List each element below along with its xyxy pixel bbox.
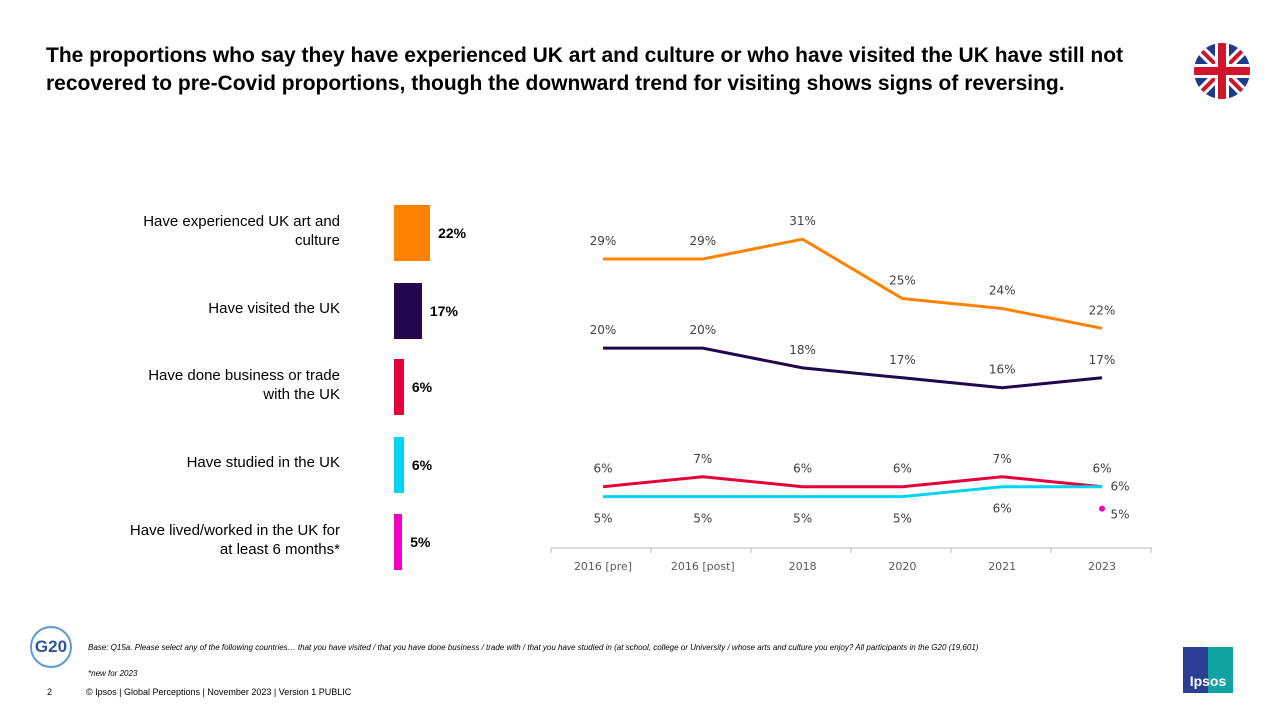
x-tick-label: 2021: [988, 560, 1016, 573]
data-label: 6%: [793, 462, 812, 476]
x-tick-label: 2016 [pre]: [574, 560, 632, 573]
x-tick-label: 2016 [post]: [671, 560, 735, 573]
x-tick-label: 2018: [789, 560, 817, 573]
uk-flag-icon: [1194, 43, 1250, 99]
data-label: 17%: [889, 353, 916, 367]
bar: [394, 283, 422, 339]
page-number: 2: [47, 687, 53, 697]
data-label: 5%: [1110, 508, 1129, 522]
series-line: [603, 237, 1103, 330]
data-label: 24%: [989, 284, 1016, 298]
data-label: 6%: [893, 462, 912, 476]
x-tick-label: 2023: [1088, 560, 1116, 573]
data-label: 6%: [1092, 462, 1111, 476]
data-label: 6%: [1110, 480, 1129, 494]
ipsos-logo: Ipsos: [1183, 647, 1233, 693]
data-label: 29%: [689, 234, 716, 248]
new-note: *new for 2023: [88, 669, 138, 678]
data-label: 22%: [1089, 303, 1116, 317]
page-title: The proportions who say they have experi…: [46, 44, 1124, 95]
data-label: 20%: [590, 323, 617, 337]
series-line: [603, 346, 1103, 390]
g20-logo-text: G20: [34, 637, 68, 656]
bar-value-label: 22%: [438, 225, 467, 241]
bar-category-label: Have done business or trade with the UK: [148, 367, 340, 403]
data-label: 5%: [693, 512, 712, 526]
data-label: 25%: [889, 274, 916, 288]
data-label: 6%: [593, 462, 612, 476]
bar: [394, 514, 403, 570]
data-label: 16%: [989, 363, 1016, 377]
bar-value-label: 6%: [411, 457, 433, 473]
series-line: [603, 485, 1102, 499]
data-label: 7%: [993, 452, 1012, 466]
bar-category-label: Have visited the UK: [208, 300, 340, 317]
bar: [394, 205, 431, 261]
ipsos-logo-text: Ipsos: [1189, 673, 1227, 689]
bar-value-label: 5%: [410, 534, 431, 550]
bar-category-label: Have lived/worked in the UK for at least…: [129, 522, 340, 558]
x-tick-label: 2020: [888, 560, 916, 573]
data-label: 7%: [693, 452, 712, 466]
bar-category-label: Have experienced UK art and culture: [143, 213, 340, 249]
series-line: [602, 475, 1103, 489]
data-label: 5%: [793, 512, 812, 526]
data-label: 31%: [789, 214, 816, 228]
g20-logo: G20: [30, 626, 72, 668]
bar-value-label: 17%: [429, 303, 458, 319]
data-label: 6%: [993, 502, 1012, 516]
copyright: © Ipsos | Global Perceptions | November …: [86, 687, 352, 697]
bar: [394, 437, 404, 493]
bar-value-label: 6%: [411, 379, 433, 395]
data-label: 17%: [1089, 353, 1116, 367]
data-label: 5%: [593, 512, 612, 526]
series-marker: [1099, 505, 1105, 512]
data-label: 29%: [590, 234, 617, 248]
data-label: 5%: [893, 512, 912, 526]
base-note: Base: Q15a. Please select any of the fol…: [88, 643, 979, 652]
bar-category-label: Have studied in the UK: [186, 454, 340, 471]
bar: [394, 359, 404, 415]
data-label: 18%: [789, 343, 816, 357]
data-label: 20%: [689, 323, 716, 337]
